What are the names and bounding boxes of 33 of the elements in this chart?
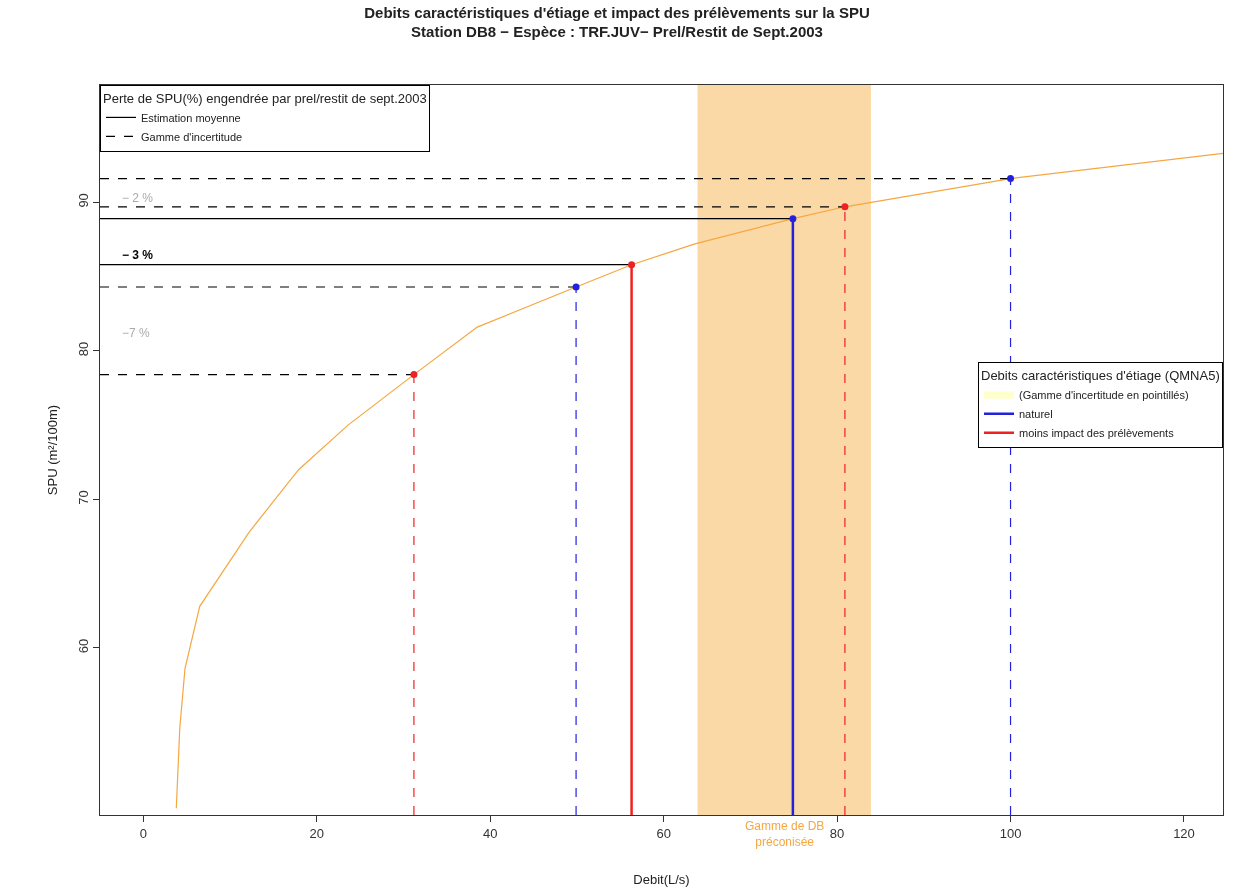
text: Perte de SPU(%) engendrée par prel/restit de sept.2003 — [103, 90, 427, 106]
chart-subtitle: Station DB8 − Espèce : TRF.JUV− Prel/Restit de Sept.2003 — [411, 23, 823, 41]
text: Debits caractéristiques d'étiage (QMNA5) — [981, 368, 1220, 384]
legend-label: (Gamme d'incertitude en pointillés) — [1019, 389, 1189, 402]
legend-label: Estimation moyenne — [141, 111, 241, 124]
x-tick-label: 100 — [999, 825, 1022, 841]
y-tick-label: 60 — [75, 638, 91, 654]
point — [572, 283, 580, 291]
x-tick-label: 80 — [829, 825, 845, 841]
annotation: − 3 % — [122, 248, 154, 262]
y-tick-label: 80 — [75, 341, 91, 357]
x-tick-label: 20 — [309, 825, 325, 841]
x-axis-title: Debit(L/s) — [633, 872, 690, 888]
legend-label: moins impact des prélèvements — [1019, 427, 1175, 440]
point — [1007, 175, 1015, 183]
y-tick-label: 70 — [75, 490, 91, 505]
point — [789, 215, 797, 223]
x-tick-label: 0 — [139, 825, 147, 841]
line-series — [175, 152, 1223, 809]
point — [841, 203, 849, 211]
point — [410, 371, 418, 379]
x-tick-label: 60 — [656, 825, 671, 841]
legend-label: naturel — [1019, 408, 1053, 421]
x-tick-label: 40 — [483, 825, 498, 841]
point — [628, 261, 636, 269]
annotation: − 2 % — [122, 191, 154, 205]
annotation: −7 % — [122, 326, 151, 340]
band-label: Gamme de DB préconisée — [745, 819, 825, 849]
chart-title: Debits caractéristiques d'étiage et impact des prélèvements sur la SPU — [364, 3, 870, 21]
y-axis-title: SPU (m²/100m) — [44, 404, 60, 496]
legend-label: Gamme d'incertitude — [141, 130, 243, 143]
x-tick-label: 120 — [1173, 825, 1195, 841]
y-tick-label: 90 — [75, 193, 91, 208]
